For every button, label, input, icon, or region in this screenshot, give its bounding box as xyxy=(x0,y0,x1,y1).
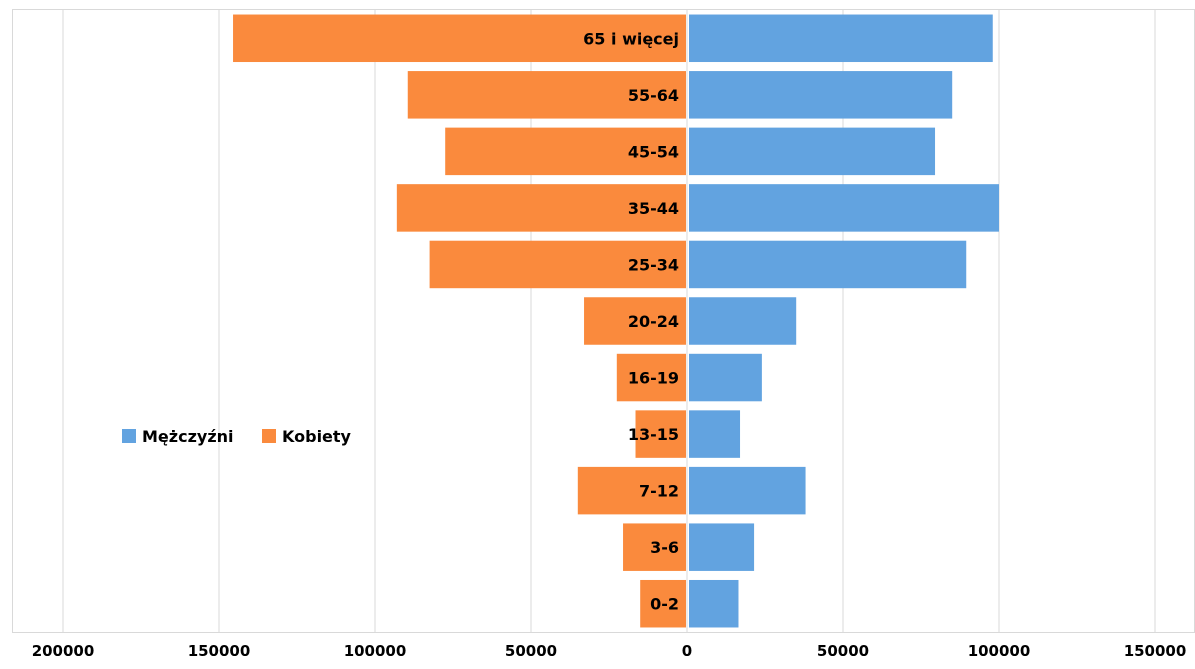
bar-men xyxy=(689,297,797,345)
category-label: 25-34 xyxy=(628,255,679,274)
category-label: 65 i więcej xyxy=(583,29,679,48)
bar-women xyxy=(396,184,686,232)
category-label: 3-6 xyxy=(650,538,679,557)
bar-men xyxy=(689,184,999,232)
bar-women xyxy=(233,14,687,63)
category-label: 16-19 xyxy=(628,369,679,388)
legend-swatch-men xyxy=(122,429,136,443)
bar-women xyxy=(407,71,686,119)
bar-women xyxy=(429,240,686,289)
category-label: 20-24 xyxy=(628,312,679,331)
category-label: 7-12 xyxy=(639,482,679,501)
x-tick-label: 150000 xyxy=(1124,642,1187,660)
bar-men xyxy=(689,353,762,402)
bar-men xyxy=(689,14,993,63)
category-labels: 0-2 3-6 7-12 13-15 16-19 20-24 25-34 35-44 45-54… xyxy=(583,29,679,613)
legend: Mężczyźni Kobiety xyxy=(122,427,352,446)
bar-men xyxy=(689,523,755,571)
bar-men xyxy=(689,127,936,176)
bar-women xyxy=(635,410,686,458)
bar-men xyxy=(689,466,806,515)
x-tick-label: 100000 xyxy=(344,642,407,660)
bar-men xyxy=(689,240,967,289)
bar-men xyxy=(689,579,739,628)
x-tick-label: 200000 xyxy=(32,642,95,660)
legend-label-men: Mężczyźni xyxy=(142,427,234,446)
category-label: 0-2 xyxy=(650,595,679,614)
category-label: 35-44 xyxy=(628,199,679,218)
category-label: 13-15 xyxy=(628,425,679,444)
x-axis-tick-labels: 200000 150000 100000 50000 0 50000 100000 15000… xyxy=(32,642,1187,660)
bar-women xyxy=(623,523,686,571)
bars xyxy=(233,10,999,632)
x-tick-label: 100000 xyxy=(968,642,1031,660)
bar-women xyxy=(445,127,686,176)
x-tick-label: 50000 xyxy=(817,642,869,660)
x-tick-label: 50000 xyxy=(505,642,557,660)
category-label: 45-54 xyxy=(628,142,679,161)
bar-men xyxy=(689,71,953,119)
bar-women xyxy=(584,297,686,345)
legend-swatch-women xyxy=(262,429,276,443)
legend-label-women: Kobiety xyxy=(282,427,352,446)
bar-women xyxy=(616,353,686,402)
bar-women xyxy=(640,579,686,628)
x-tick-label: 0 xyxy=(682,642,692,660)
x-tick-label: 150000 xyxy=(188,642,251,660)
bar-women xyxy=(577,466,686,515)
category-label: 55-64 xyxy=(628,86,679,105)
bar-men xyxy=(689,410,741,458)
